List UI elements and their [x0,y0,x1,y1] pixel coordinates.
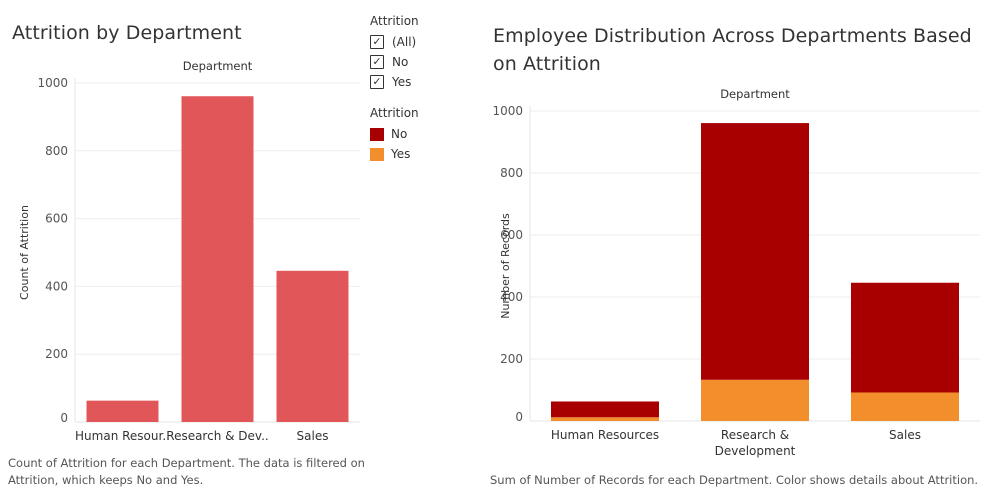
y-tick-label: 400 [45,279,68,293]
distribution-stacked-bar-chart: Department 0 200 400 600 800 1000 Number of Rec… [492,87,980,458]
x-tick-label: Development [715,444,796,458]
department-header: Department [183,59,253,73]
checkbox-checked-icon[interactable]: ✓ [370,35,384,49]
y-axis-label: Count of Attrition [18,205,31,300]
bar-no-1 [701,123,809,380]
bar-yes-2 [851,392,959,421]
legend-swatch-no [370,127,384,141]
x-tick-label: Human Resources [551,428,659,442]
right-chart-title: Employee Distribution Across Departments… [493,25,972,75]
right-chart-caption: Sum of Number of Records for each Depart… [490,473,979,487]
filter-option-no[interactable]: ✓ No [370,52,419,72]
y-tick-label: 0 [515,410,523,424]
y-tick-label: 800 [500,166,523,180]
x-tick-label: Sales [889,428,921,442]
left-chart-title: Attrition by Department [12,22,242,44]
color-legend-title: Attrition [370,106,419,120]
attrition-color-legend: Attrition No Yes [370,106,419,164]
x-tick-label: Sales [297,429,329,443]
x-tick-label: Human Resour.. [75,429,170,443]
department-header: Department [720,87,790,101]
y-tick-label: 400 [500,290,523,304]
y-tick-label: 0 [60,411,68,425]
checkbox-checked-icon[interactable]: ✓ [370,75,384,89]
y-tick-label: 1000 [37,76,68,90]
filter-option-yes[interactable]: ✓ Yes [370,72,419,92]
y-axis-label: Number of Records [499,213,512,319]
bar-no-0 [551,401,659,418]
x-tick-label: Research & Dev.. [166,429,268,443]
bar-yes-1 [701,379,809,421]
left-chart-caption: Count of Attrition for each Department. … [8,456,365,487]
bar-no-2 [851,282,959,393]
y-tick-label: 200 [500,352,523,366]
filter-option-label: (All) [392,35,417,49]
y-tick-label: 200 [45,347,68,361]
attrition-filter: Attrition ✓ (All) ✓ No ✓ Yes [370,14,419,92]
filter-option-label: Yes [392,75,412,89]
x-tick-label: Research & [721,428,789,442]
legend-label: No [391,127,408,141]
legend-item-no[interactable]: No [370,124,419,144]
filter-option-all[interactable]: ✓ (All) [370,32,419,52]
y-tick-label: 1000 [492,104,523,118]
bar-0 [86,400,159,422]
y-tick-label: 600 [45,212,68,226]
legend-swatch-yes [370,147,384,161]
legend-item-yes[interactable]: Yes [370,144,419,164]
bar-1 [181,96,254,422]
bar-yes-0 [551,417,659,421]
attrition-bar-chart: Department 0 200 400 600 800 1000 Count of Attr… [18,59,360,443]
filter-title: Attrition [370,14,419,28]
legend-label: Yes [391,147,411,161]
checkbox-checked-icon[interactable]: ✓ [370,55,384,69]
filter-option-label: No [392,55,409,69]
y-tick-label: 600 [500,228,523,242]
y-tick-label: 800 [45,144,68,158]
bar-2 [276,270,349,422]
